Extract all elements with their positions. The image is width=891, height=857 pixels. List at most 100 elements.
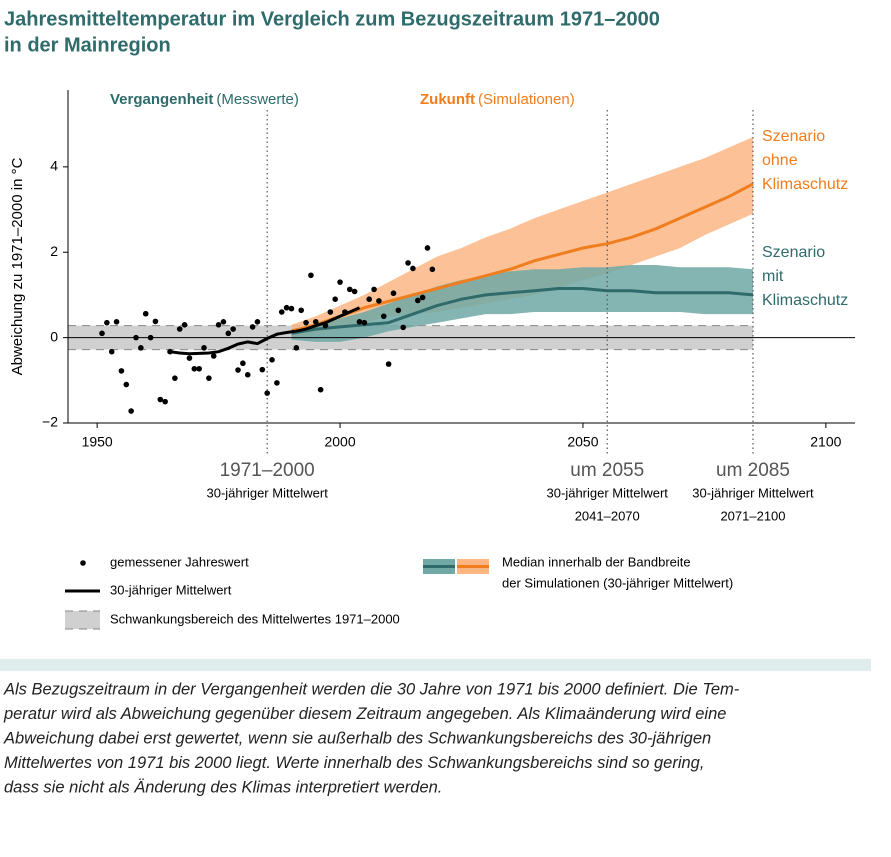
period-label: Vergangenheit	[110, 91, 213, 108]
measured-point	[395, 307, 402, 314]
legend-marker	[65, 611, 100, 629]
measured-point	[191, 365, 198, 372]
measured-point	[181, 322, 188, 328]
measured-point	[152, 318, 159, 325]
measured-point	[133, 334, 139, 341]
measured-point	[235, 367, 241, 373]
period-header: Zukunft (Simulationen)	[420, 91, 575, 108]
measured-point	[337, 279, 343, 285]
caption-line: Abweichung dabei erst gewertet, wenn sie…	[3, 729, 711, 747]
scenario-label: Klimaschutz	[762, 292, 848, 309]
measured-point	[380, 313, 387, 320]
measured-point	[225, 330, 232, 337]
measured-point	[298, 307, 304, 314]
period-label: Zukunft	[420, 91, 475, 108]
measured-point	[288, 305, 295, 312]
measured-point	[303, 319, 309, 326]
caption-line: dass sie nicht als Änderung des Klimas i…	[4, 778, 442, 796]
measured-point	[400, 324, 407, 331]
measured-point	[351, 288, 358, 295]
marker-label: 2041–2070	[575, 508, 640, 523]
period-note: (Simulationen)	[478, 91, 575, 108]
legend-label: Median innerhalb der Bandbreite	[502, 554, 691, 569]
measured-point	[366, 296, 372, 302]
measured-point	[142, 310, 149, 317]
measured-point	[376, 298, 382, 304]
marker-label: um 2055	[570, 460, 644, 481]
scenario-label: Szenario	[762, 128, 825, 145]
measured-point	[147, 334, 154, 341]
measured-point	[220, 319, 227, 325]
period-header: Vergangenheit (Messwerte)	[110, 91, 299, 108]
marker-label: um 2085	[716, 460, 790, 481]
measured-point	[283, 304, 290, 311]
period-note: (Messwerte)	[216, 91, 299, 108]
scenario-median	[291, 182, 754, 333]
marker-label: 2071–2100	[720, 508, 785, 523]
mean-line	[169, 306, 361, 356]
caption-bar	[0, 659, 871, 671]
caption-line: Mittelwertes von 1971 bis 2000 liegt. We…	[4, 754, 704, 772]
measured-point	[371, 286, 377, 293]
y-tick-label: 4	[50, 158, 58, 174]
measured-point	[332, 296, 338, 302]
measured-point	[342, 309, 348, 315]
measured-point	[322, 322, 329, 329]
measured-point	[264, 390, 270, 396]
measured-point	[157, 396, 164, 403]
measured-point	[361, 319, 368, 326]
measured-point	[118, 368, 125, 374]
measured-point	[240, 360, 246, 367]
marker-label: 30-jähriger Mittelwert	[547, 485, 669, 500]
chart-title: in der Mainregion	[4, 34, 171, 56]
scenario-label: mit	[762, 268, 784, 285]
measured-point	[390, 290, 397, 297]
measured-point	[196, 365, 202, 372]
scenario-label: Klimaschutz	[762, 176, 848, 193]
measured-point	[201, 345, 207, 351]
marker-label: 30-jähriger Mittelwert	[206, 485, 328, 500]
measured-point	[215, 322, 222, 328]
measured-point	[356, 319, 363, 325]
measured-point	[278, 309, 285, 315]
measured-point	[206, 375, 212, 381]
measured-point	[138, 345, 144, 351]
measured-point	[167, 348, 173, 355]
measured-point	[249, 324, 256, 330]
measured-point	[327, 309, 334, 315]
legend-label: gemessener Jahreswert	[110, 554, 249, 569]
scenario-label: ohne	[762, 152, 798, 169]
measured-point	[230, 326, 236, 332]
y-tick-label: 0	[50, 328, 58, 344]
y-tick-label: 2	[50, 243, 58, 259]
measured-point	[176, 326, 183, 332]
marker-label: 1971–2000	[220, 460, 315, 481]
measured-point	[244, 371, 251, 378]
caption-line: peratur wird als Abweichung gegenüber di…	[3, 705, 726, 723]
marker-label: 30-jähriger Mittelwert	[692, 485, 814, 500]
measured-point	[405, 260, 411, 266]
measured-point	[108, 348, 115, 355]
measured-point	[410, 265, 416, 272]
scenario-label: Szenario	[762, 244, 825, 261]
measured-point	[113, 319, 120, 325]
measured-point	[346, 286, 353, 293]
measured-point	[293, 345, 300, 351]
measured-point	[312, 319, 319, 325]
scenario-band	[291, 137, 753, 338]
measured-point	[186, 355, 193, 361]
measured-point	[424, 245, 431, 251]
chart-title: Jahresmitteltemperatur im Vergleich zum …	[4, 8, 660, 30]
scenario-band	[291, 265, 753, 342]
measured-point	[104, 319, 110, 326]
scenario-median	[291, 287, 754, 335]
measured-point	[317, 386, 324, 393]
measured-point	[308, 272, 314, 279]
measured-point	[172, 375, 178, 381]
measured-point	[269, 357, 275, 363]
measured-point	[419, 294, 426, 301]
measured-point	[429, 266, 436, 273]
legend-label: 30-jähriger Mittelwert	[110, 582, 232, 597]
measured-point	[414, 297, 421, 304]
